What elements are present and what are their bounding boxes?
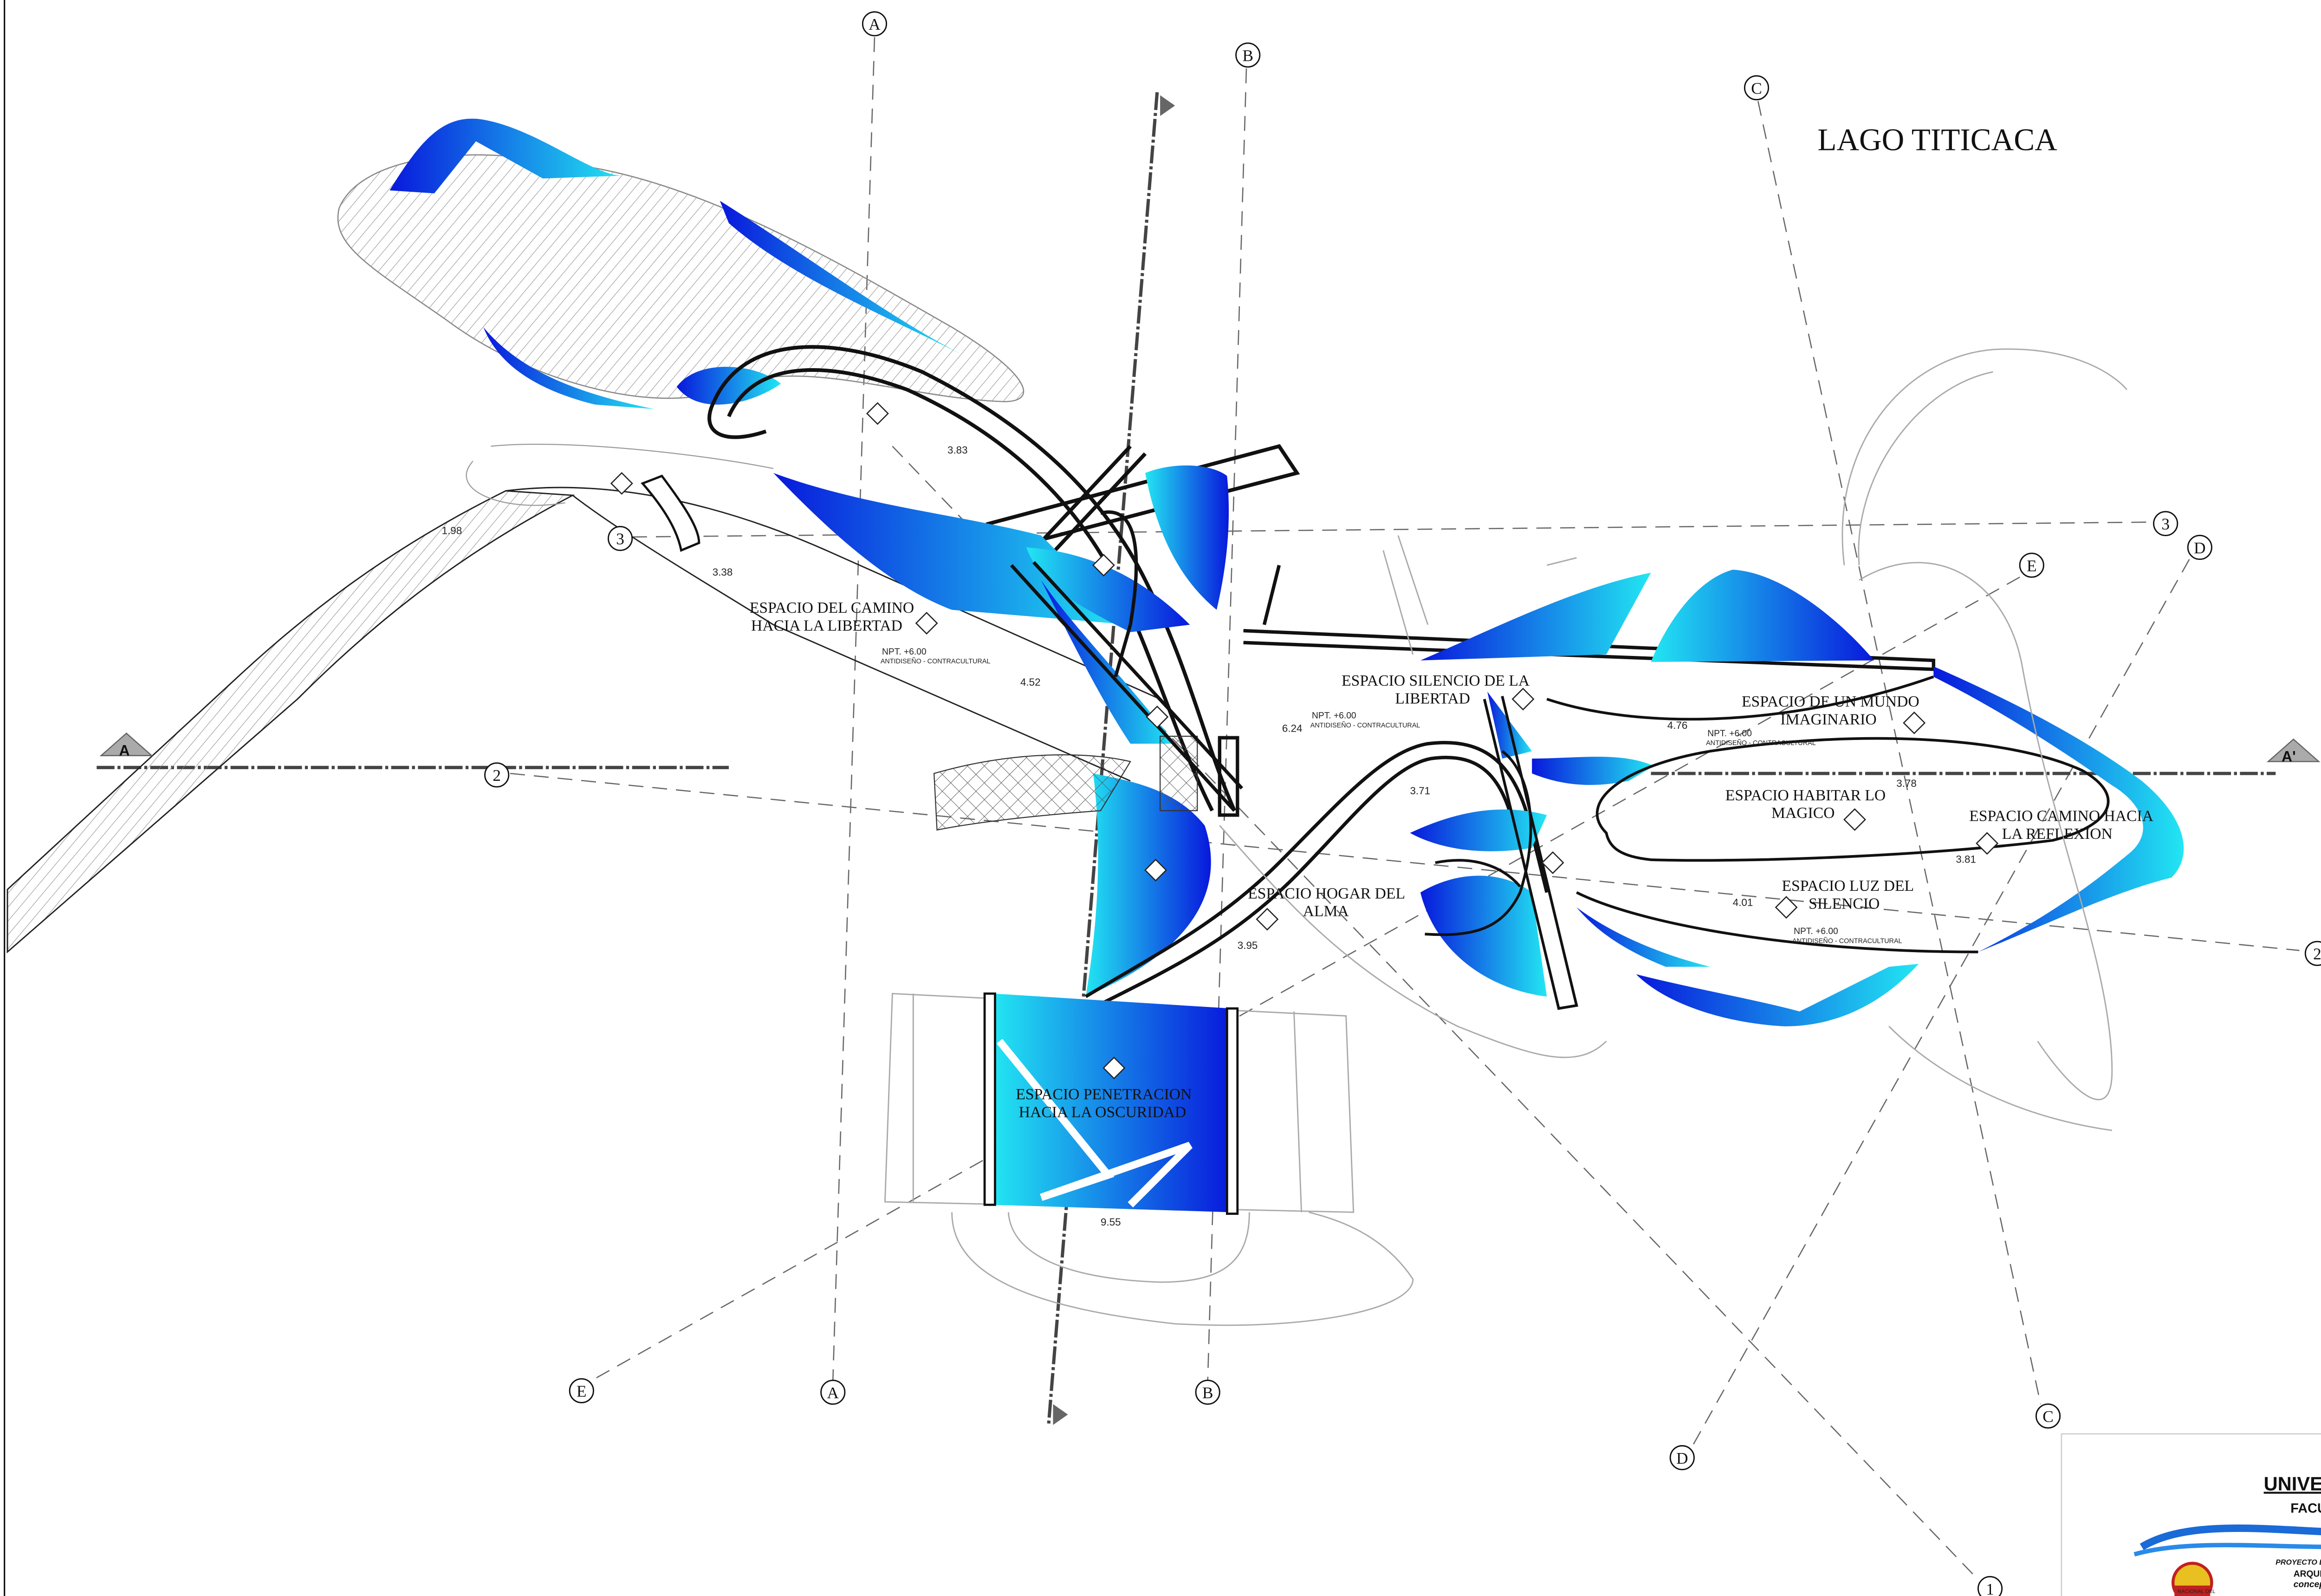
axis-label-3: 3 xyxy=(2161,515,2170,533)
faculty-name: FACU xyxy=(2290,1501,2321,1516)
space-label-camino-1: ESPACIO DEL CAMINO xyxy=(750,599,914,616)
npt-note: ANTIDISEÑO - CONTRACULTURAL xyxy=(1792,937,1902,945)
university-name: UNIVE xyxy=(2264,1473,2321,1495)
axis-label-c: C xyxy=(2042,1408,2054,1426)
axis-arrow-top xyxy=(1160,95,1175,116)
npt-label: NPT. +6.00 xyxy=(1794,927,1838,936)
space-labels: ESPACIO DEL CAMINO HACIA LA LIBERTAD ESP… xyxy=(750,599,2154,1121)
dimension: 4.01 xyxy=(1733,896,1753,908)
axis-label-1: 1 xyxy=(1986,1580,1994,1596)
axis-label-b: B xyxy=(1242,46,1253,65)
section-marker-right: A' xyxy=(2266,738,2321,765)
space-label-luz-2: SILENCIO xyxy=(1809,895,1880,913)
lake-title: LAGO TITICACA xyxy=(1817,123,2057,157)
space-label-mundo-2: IMAGINARIO xyxy=(1780,711,1876,728)
arch-label: ARQUIT xyxy=(2294,1569,2321,1579)
axis-label-2: 2 xyxy=(493,766,501,785)
section-marker-left: A xyxy=(99,732,154,759)
axis-label-3: 3 xyxy=(616,530,624,548)
space-label-hogar-1: ESPACIO HOGAR DEL xyxy=(1248,885,1405,902)
seal-text: NACIONAL DEL xyxy=(2178,1589,2216,1595)
dimension: 3.38 xyxy=(713,566,733,578)
grid-lines xyxy=(510,37,2300,1580)
dimension: 3.83 xyxy=(947,444,968,456)
east-volumes xyxy=(1410,570,2184,1026)
space-label-camino-2: HACIA LA LIBERTAD xyxy=(751,617,902,635)
upper-wing xyxy=(337,154,1024,402)
title-block: UNIVE FACU PROYECTO DE ARQUIT concept NA… xyxy=(2061,1433,2321,1596)
concept-label: concept xyxy=(2294,1580,2321,1590)
axis-label-e: E xyxy=(577,1382,587,1401)
axis-label-a: A xyxy=(869,15,881,33)
space-label-reflexion-2: LA REFLEXION xyxy=(2002,825,2113,843)
axis-label-e: E xyxy=(2027,557,2037,575)
space-label-hogar-2: ALMA xyxy=(1303,903,1349,920)
axis-label-d: D xyxy=(2194,539,2205,557)
space-label-mundo-1: ESPACIO DE UN MUNDO xyxy=(1742,693,1919,710)
axis-label-2: 2 xyxy=(2313,945,2321,963)
npt-label: NPT. +6.00 xyxy=(1312,711,1356,721)
space-label-silencio-1: ESPACIO SILENCIO DE LA xyxy=(1342,672,1530,689)
dimension: 3.71 xyxy=(1410,785,1430,797)
project-label: PROYECTO DE xyxy=(2276,1558,2321,1567)
space-label-habitar-2: MAGICO xyxy=(1771,804,1835,822)
access-ramp xyxy=(6,490,575,954)
dimension: 9.55 xyxy=(1101,1216,1121,1228)
space-label-luz-1: ESPACIO LUZ DEL xyxy=(1782,877,1914,895)
space-label-penetracion-2: HACIA LA OSCURIDAD xyxy=(1019,1103,1186,1121)
level-markers xyxy=(610,402,1999,1080)
section-letter: A xyxy=(119,742,130,759)
axis-label-d: D xyxy=(1676,1449,1688,1467)
dimension: 3.78 xyxy=(1896,778,1917,789)
central-volumes xyxy=(773,465,1229,997)
dimension: 1.98 xyxy=(442,525,462,536)
dimension-labels: 1.98 3.38 3.83 4.52 6.24 3.71 4.76 3.78 … xyxy=(442,444,1976,1228)
axis-label-b: B xyxy=(1202,1384,1213,1402)
dimension: 4.52 xyxy=(1020,676,1041,688)
space-label-habitar-1: ESPACIO HABITAR LO xyxy=(1725,787,1886,804)
npt-label: NPT. +6.00 xyxy=(882,647,927,657)
axis-bubbles xyxy=(484,11,2321,1596)
dimension: 6.24 xyxy=(1282,722,1303,734)
south-volume xyxy=(983,992,1239,1215)
npt-note: ANTIDISEÑO - CONTRACULTURAL xyxy=(881,657,991,665)
level-notes: NPT. +6.00 ANTIDISEÑO - CONTRACULTURAL N… xyxy=(881,647,1902,945)
npt-note: ANTIDISEÑO - CONTRACULTURAL xyxy=(1706,739,1816,747)
dimension: 3.81 xyxy=(1956,853,1976,865)
space-label-reflexion-1: ESPACIO CAMINO HACIA xyxy=(1969,808,2153,825)
axis-arrow-bottom xyxy=(1053,1404,1068,1425)
space-label-silencio-2: LIBERTAD xyxy=(1395,690,1470,707)
dimension: 4.76 xyxy=(1667,720,1688,731)
section-letter: A' xyxy=(2282,748,2296,765)
space-label-penetracion-1: ESPACIO PENETRACION xyxy=(1016,1086,1192,1103)
axis-label-c: C xyxy=(1751,79,1762,97)
npt-label: NPT. +6.00 xyxy=(1707,729,1752,739)
university-seal-icon: NACIONAL DEL xyxy=(2171,1562,2216,1596)
axis-label-a: A xyxy=(827,1384,839,1402)
npt-note: ANTIDISEÑO - CONTRACULTURAL xyxy=(1310,721,1420,729)
dimension: 3.95 xyxy=(1238,940,1258,951)
